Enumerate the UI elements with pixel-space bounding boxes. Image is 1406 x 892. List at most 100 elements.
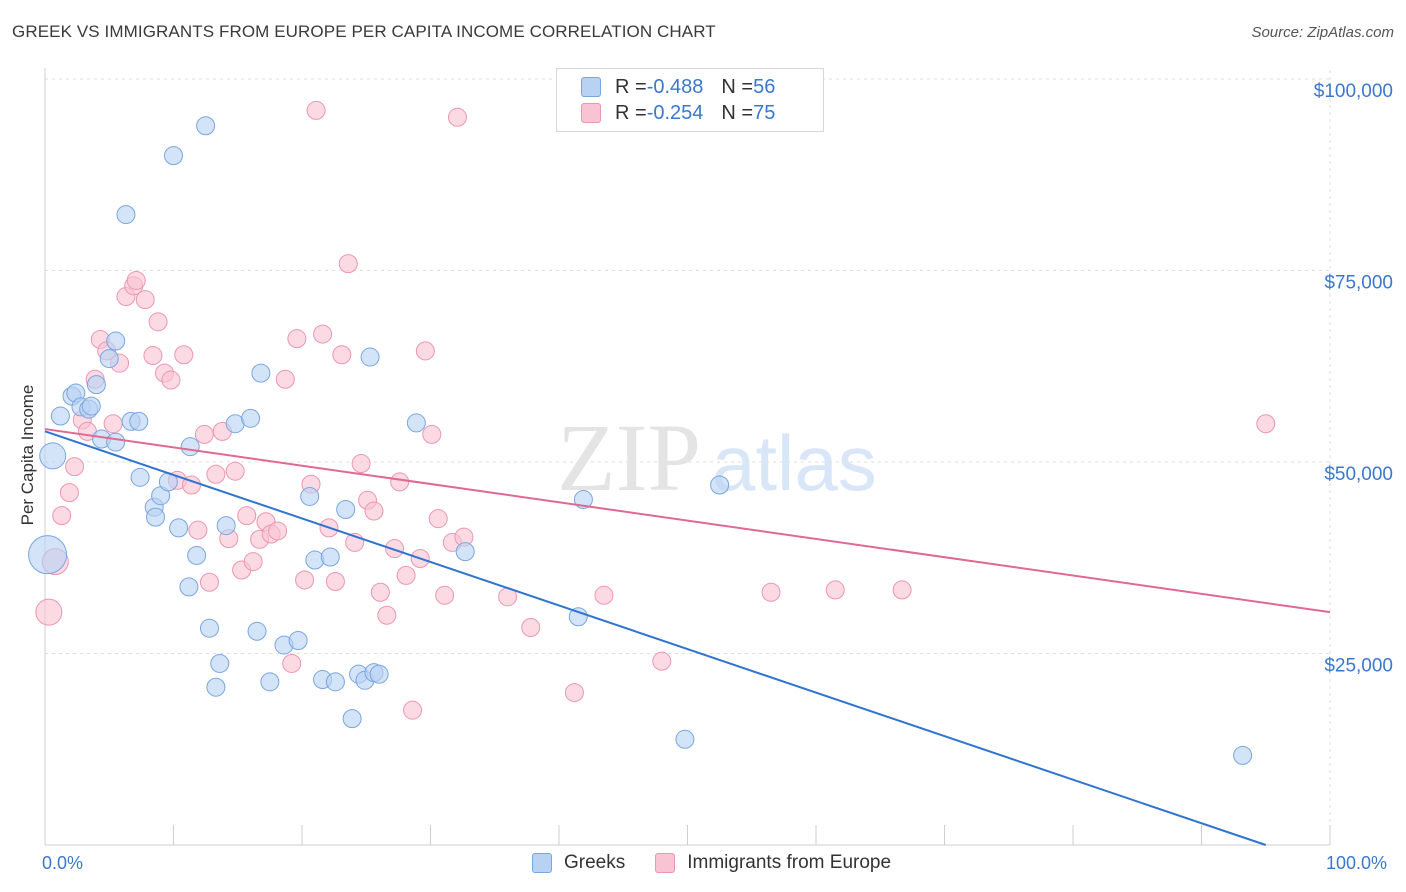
data-point bbox=[106, 432, 126, 452]
r-value-greeks: -0.488 bbox=[646, 75, 704, 98]
series-immigrants-from-europe bbox=[35, 100, 1276, 720]
legend-item-greeks[interactable]: Greeks bbox=[532, 852, 625, 874]
legend-item-europe[interactable]: Immigrants from Europe bbox=[655, 852, 891, 874]
data-point bbox=[164, 146, 183, 166]
data-point bbox=[892, 580, 912, 600]
data-point bbox=[210, 653, 230, 673]
chart-title: GREEK VS IMMIGRANTS FROM EUROPE PER CAPI… bbox=[12, 22, 716, 41]
data-point bbox=[594, 585, 614, 605]
data-point bbox=[295, 570, 315, 590]
europe-swatch bbox=[581, 103, 601, 123]
data-point bbox=[237, 506, 257, 526]
data-point bbox=[39, 442, 67, 470]
data-point bbox=[369, 664, 389, 684]
data-point bbox=[396, 565, 416, 585]
legend-label-greeks: Greeks bbox=[564, 852, 626, 873]
data-point bbox=[99, 349, 119, 369]
data-point bbox=[761, 582, 781, 602]
data-point bbox=[435, 585, 455, 605]
data-point bbox=[364, 501, 384, 521]
data-point bbox=[251, 363, 271, 383]
trend-line-europe bbox=[44, 428, 1331, 614]
data-point bbox=[332, 345, 352, 365]
data-point bbox=[306, 100, 326, 120]
data-point bbox=[403, 700, 423, 720]
data-point bbox=[377, 605, 397, 625]
y-tick-labels: $25,000 $50,000 $75,000 $100,000 bbox=[1314, 81, 1393, 677]
data-point bbox=[568, 607, 588, 627]
n-value-europe: 75 bbox=[753, 101, 776, 124]
legend-label-europe: Immigrants from Europe bbox=[687, 852, 892, 873]
data-point bbox=[521, 617, 541, 637]
y-tick-label: $50,000 bbox=[1324, 464, 1393, 485]
trend-lines bbox=[44, 428, 1331, 846]
data-point bbox=[320, 547, 340, 567]
europe-legend-swatch bbox=[655, 853, 676, 873]
data-point bbox=[194, 424, 214, 444]
data-point bbox=[116, 205, 136, 225]
data-point bbox=[428, 509, 448, 529]
data-point bbox=[86, 375, 106, 395]
n-label: N = bbox=[721, 75, 754, 98]
data-point bbox=[305, 550, 325, 570]
data-point bbox=[103, 414, 123, 434]
data-point bbox=[106, 331, 126, 351]
data-point bbox=[338, 254, 358, 274]
series-greeks bbox=[28, 116, 1253, 765]
watermark-atlas: atlas bbox=[712, 419, 877, 507]
data-point bbox=[455, 542, 475, 562]
data-point bbox=[143, 346, 163, 366]
data-point bbox=[287, 329, 307, 349]
data-point bbox=[325, 672, 345, 692]
data-point bbox=[300, 486, 320, 506]
x-tick-label-100: 100.0% bbox=[1326, 853, 1388, 873]
data-point bbox=[187, 545, 207, 565]
data-point bbox=[282, 653, 302, 673]
series-legend: Greeks Immigrants from Europe bbox=[532, 852, 921, 874]
data-point bbox=[59, 483, 79, 503]
data-point bbox=[180, 437, 200, 457]
trend-line-greeks bbox=[44, 430, 1267, 846]
data-point bbox=[216, 516, 236, 536]
data-point bbox=[241, 408, 261, 428]
data-point bbox=[710, 475, 730, 495]
data-point bbox=[52, 506, 72, 526]
data-point bbox=[50, 406, 70, 426]
source-label: Source: ZipAtlas.com bbox=[1251, 24, 1394, 41]
data-point bbox=[360, 347, 380, 367]
data-point bbox=[169, 518, 189, 538]
data-point bbox=[199, 572, 219, 592]
data-point bbox=[161, 370, 181, 390]
watermark: ZIP atlas bbox=[557, 404, 877, 511]
axes bbox=[44, 68, 1331, 846]
greeks-swatch bbox=[581, 77, 601, 97]
y-tick-label: $25,000 bbox=[1324, 656, 1393, 677]
r-label: R = bbox=[615, 75, 647, 98]
data-point bbox=[275, 369, 295, 389]
data-point bbox=[65, 457, 85, 477]
data-point bbox=[370, 582, 390, 602]
x-tick-label-0: 0.0% bbox=[42, 853, 84, 873]
data-point bbox=[247, 621, 267, 641]
y-tick-label: $75,000 bbox=[1324, 273, 1393, 294]
data-point bbox=[196, 116, 216, 136]
data-point bbox=[422, 424, 442, 444]
grid-lines bbox=[45, 70, 1331, 845]
data-point bbox=[288, 630, 308, 650]
data-point bbox=[313, 324, 333, 344]
data-point bbox=[351, 454, 371, 474]
data-point bbox=[81, 396, 101, 416]
data-point bbox=[188, 520, 208, 540]
data-point bbox=[406, 413, 426, 433]
data-point bbox=[225, 461, 245, 481]
data-point bbox=[342, 709, 362, 729]
legend-row-europe: R = -0.254 N = 75 bbox=[581, 101, 775, 125]
data-point bbox=[206, 677, 226, 697]
y-axis-label: Per Capita Income bbox=[18, 384, 37, 526]
data-point bbox=[1233, 745, 1253, 765]
data-point bbox=[179, 577, 199, 597]
data-point bbox=[325, 571, 345, 591]
r-value-europe: -0.254 bbox=[646, 101, 704, 124]
data-point bbox=[260, 672, 280, 692]
data-point bbox=[1256, 414, 1276, 434]
